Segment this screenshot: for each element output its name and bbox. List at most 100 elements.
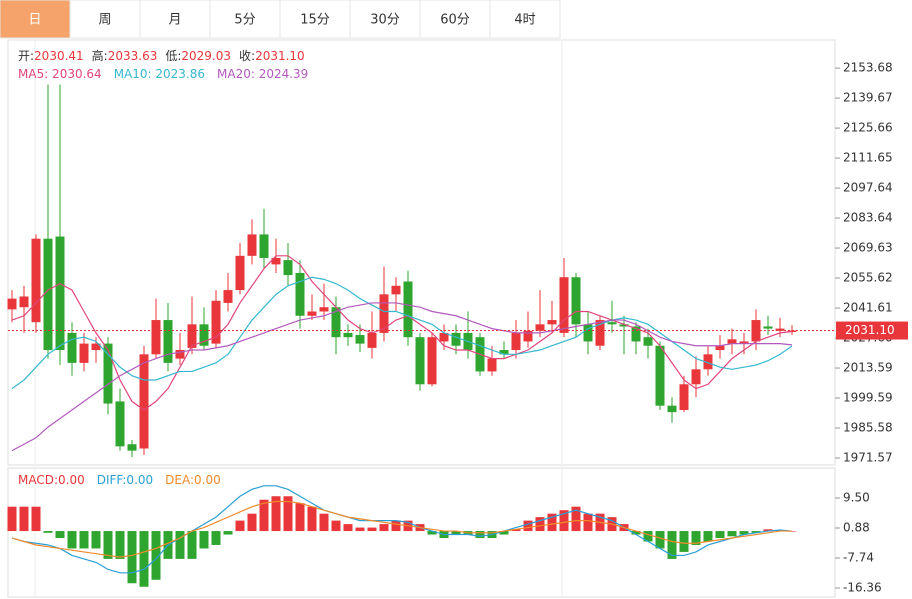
y-tick-label: 0.88: [843, 520, 870, 534]
candle-body: [619, 324, 629, 327]
line: [11, 255, 793, 411]
macd-bar: [739, 531, 749, 535]
macd-bar: [451, 531, 461, 535]
macd-bar: [79, 531, 89, 549]
candle-body: [91, 343, 101, 351]
y-tick-label: 2097.64: [843, 181, 893, 195]
candle-body: [175, 350, 185, 359]
y-tick-label: 2153.68: [843, 61, 893, 75]
tab[interactable]: 月: [139, 0, 211, 39]
candle-body: [31, 238, 41, 323]
macd-bar: [271, 496, 281, 532]
candle-body: [667, 405, 677, 413]
macd-bar: [331, 520, 341, 532]
tab[interactable]: 60分: [419, 0, 491, 39]
candle-body: [739, 341, 749, 344]
macd-bar: [535, 517, 545, 532]
tab[interactable]: 30分: [349, 0, 421, 39]
macd-bar: [115, 531, 125, 559]
macd-bar: [391, 520, 401, 532]
tab-bg: [139, 0, 211, 39]
candle-body: [679, 384, 689, 410]
macd-bar: [319, 513, 329, 532]
legend-entry: DEA:0.00: [165, 473, 221, 487]
tab-bg: [0, 0, 71, 39]
candle-body: [559, 277, 569, 333]
candle-body: [631, 326, 641, 342]
tab[interactable]: 5分: [209, 0, 281, 39]
candle-body: [715, 345, 725, 351]
candle-body: [763, 326, 773, 329]
macd-bar: [103, 531, 113, 559]
macd-bar: [763, 529, 773, 532]
macd-bar: [7, 506, 17, 532]
tab[interactable]: 周: [69, 0, 141, 39]
y-tick-label: 2139.67: [843, 91, 893, 105]
candle-body: [343, 332, 353, 338]
candle-body: [55, 236, 65, 351]
macd-bar: [199, 531, 209, 549]
macd-bar: [751, 531, 761, 533]
candle-body: [391, 285, 401, 295]
tab-label: 日: [28, 13, 41, 28]
macd-bar: [679, 531, 689, 552]
tab[interactable]: 4时: [489, 0, 561, 39]
tab-bg: [209, 0, 281, 39]
tab-label: 60分: [440, 13, 470, 28]
candle-body: [535, 324, 545, 331]
tab[interactable]: 15分: [279, 0, 351, 39]
macd-bar: [43, 531, 53, 533]
ohlc-label: 高:: [92, 48, 108, 63]
y-tick-label: 2069.63: [843, 241, 893, 255]
macd-bar: [139, 531, 149, 587]
macd-bar: [343, 524, 353, 532]
macd-bar: [187, 531, 197, 559]
candle-body: [319, 307, 329, 312]
candle-body: [511, 332, 521, 351]
macd-bar: [643, 531, 653, 542]
candle-body: [691, 369, 701, 385]
tab-label: 周: [98, 13, 111, 28]
candle-body: [235, 255, 245, 291]
ohlc-label: 低:: [165, 49, 181, 63]
line: [11, 302, 793, 452]
macd-panel: [7, 467, 836, 598]
candle-body: [367, 332, 377, 348]
candle-body: [283, 260, 293, 276]
candle-body: [727, 339, 737, 344]
candle-body: [79, 343, 89, 363]
candle-body: [43, 238, 53, 351]
candle-body: [523, 330, 533, 342]
ohlc-value: 2029.03: [181, 49, 231, 63]
candle-body: [607, 322, 617, 325]
legend-entry: MA5: 2030.64: [18, 67, 102, 81]
macd-bar: [727, 531, 737, 537]
tab[interactable]: 日: [0, 0, 71, 39]
last-price-label: 2031.10: [845, 323, 895, 337]
candle-body: [247, 234, 257, 256]
macd-bar: [547, 513, 557, 532]
y-tick-label: 1985.58: [843, 421, 893, 435]
tab-label: 15分: [300, 13, 330, 28]
candle-body: [451, 332, 461, 346]
candle-body: [199, 324, 209, 346]
macd-bar: [655, 531, 665, 549]
macd-bar: [715, 531, 725, 539]
macd-bar: [211, 531, 221, 545]
macd-bar: [175, 531, 185, 559]
main-panel: [7, 39, 836, 466]
candle-body: [259, 234, 269, 258]
candle-body: [415, 337, 425, 385]
line: [11, 276, 793, 390]
tab-label: 4时: [514, 13, 535, 28]
macd-bar: [151, 531, 161, 580]
macd-bar: [475, 531, 485, 539]
y-tick-label: 9.50: [843, 490, 870, 504]
candle-body: [115, 401, 125, 447]
y-tick-label: -7.74: [843, 550, 874, 564]
tab-bg: [69, 0, 141, 39]
macd-bar: [667, 531, 677, 559]
candle-body: [307, 311, 317, 316]
candle-body: [487, 358, 497, 372]
